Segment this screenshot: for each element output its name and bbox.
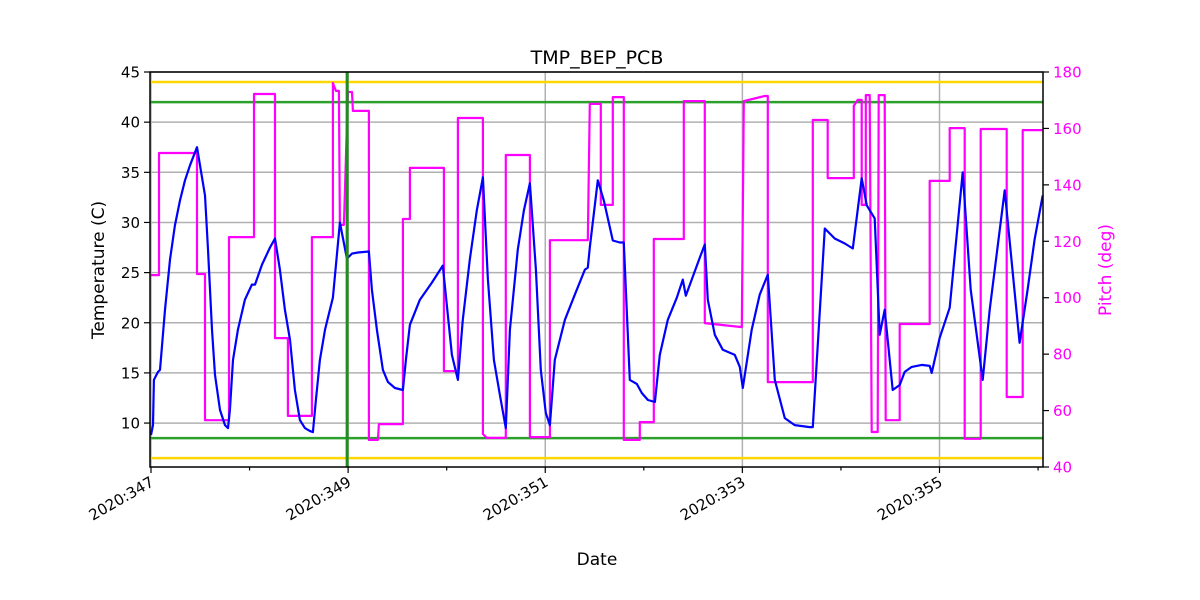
y2-tick-label: 80 xyxy=(1053,346,1072,364)
grid xyxy=(150,71,1043,467)
y-tick-label: 10 xyxy=(121,415,140,433)
y2-tick-label: 180 xyxy=(1053,64,1082,82)
y2-axis-label: Pitch (deg) xyxy=(1096,224,1116,316)
x-tick-label: 2020:351 xyxy=(480,473,551,525)
x-tick-label: 2020:355 xyxy=(874,473,945,525)
y-axis-label: Temperature (C) xyxy=(89,201,109,340)
plot-frame xyxy=(149,71,1044,468)
chart-title: TMP_BEP_PCB xyxy=(530,47,664,69)
y-tick-label: 25 xyxy=(121,264,140,282)
y-tick-label: 35 xyxy=(121,164,140,182)
x-tick-label: 2020:347 xyxy=(86,473,157,525)
y-tick-label: 45 xyxy=(121,64,140,82)
series-group xyxy=(149,72,1044,467)
y2-tick-label: 60 xyxy=(1053,402,1072,420)
y-tick-label: 40 xyxy=(121,114,140,132)
limit-lines xyxy=(150,80,1043,460)
y-tick-label: 15 xyxy=(121,364,140,382)
x-axis-label: Date xyxy=(577,550,618,570)
y-tick-label: 20 xyxy=(121,314,140,332)
y2-tick-label: 100 xyxy=(1053,289,1082,307)
temperature-line xyxy=(149,146,1044,436)
x-tick-label: 2020:353 xyxy=(677,473,748,525)
y2-tick-label: 120 xyxy=(1053,233,1082,251)
y2-tick-label: 160 xyxy=(1053,120,1082,138)
y-tick-label: 30 xyxy=(121,214,140,232)
ticks: 10 15 20 25 30 35 40 45 40 60 80 100 120 140 160 180 202… xyxy=(86,64,1082,525)
pitch-line xyxy=(151,81,1043,441)
y2-tick-label: 140 xyxy=(1053,176,1082,194)
y2-tick-label: 40 xyxy=(1053,459,1072,477)
x-tick-label: 2020:349 xyxy=(283,473,354,525)
